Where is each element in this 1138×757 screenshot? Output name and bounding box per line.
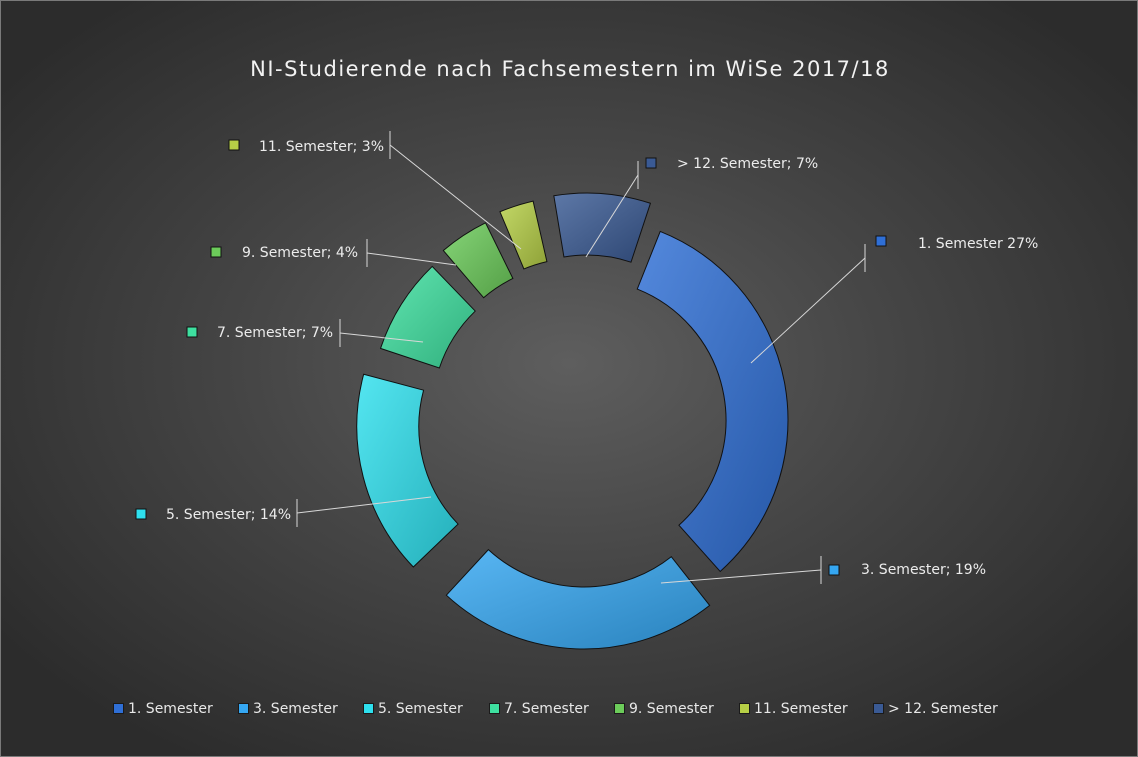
chart-legend: 1. Semester 3. Semester 5. Semester 7. Seme… (1, 701, 1137, 723)
data-label: > 12. Semester; 7% (677, 156, 818, 172)
label-swatch (228, 139, 240, 151)
legend-label: 7. Semester (504, 701, 589, 717)
legend-swatch (113, 703, 124, 714)
leader-line (389, 144, 522, 250)
leader-line (585, 174, 639, 258)
legend-item: 1. Semester (113, 701, 213, 717)
legend-swatch (489, 703, 500, 714)
leader-line (366, 252, 457, 266)
chart-title: NI-Studierende nach Fachsemestern im WiS… (250, 57, 890, 81)
donut-slice (379, 265, 476, 369)
legend-swatch (238, 703, 249, 714)
legend-swatch (614, 703, 625, 714)
legend-label: 9. Semester (629, 701, 714, 717)
legend-label: 1. Semester (128, 701, 213, 717)
donut-slice (553, 192, 652, 263)
data-label: 7. Semester; 7% (217, 325, 333, 341)
data-label: 5. Semester; 14% (166, 507, 291, 523)
data-label: 11. Semester; 3% (259, 139, 384, 155)
data-label: 9. Semester; 4% (242, 245, 358, 261)
data-label: 1. Semester 27% (918, 236, 1038, 252)
legend-label: 11. Semester (754, 701, 848, 717)
donut-slice (356, 373, 459, 568)
leader-line (339, 332, 424, 343)
legend-item: > 12. Semester (873, 701, 998, 717)
legend-item: 7. Semester (489, 701, 589, 717)
label-swatch (645, 157, 657, 169)
legend-swatch (873, 703, 884, 714)
leader-line (660, 569, 822, 584)
leader-line (750, 257, 866, 364)
legend-label: > 12. Semester (888, 701, 998, 717)
legend-item: 11. Semester (739, 701, 848, 717)
label-swatch (828, 564, 840, 576)
legend-item: 5. Semester (363, 701, 463, 717)
donut-slice (445, 548, 711, 650)
legend-swatch (739, 703, 750, 714)
legend-swatch (363, 703, 374, 714)
legend-label: 3. Semester (253, 701, 338, 717)
donut-slice (636, 230, 789, 573)
legend-item: 9. Semester (614, 701, 714, 717)
donut-slice (442, 222, 514, 299)
legend-label: 5. Semester (378, 701, 463, 717)
leader-line (296, 496, 432, 514)
donut-slice (499, 200, 548, 270)
legend-item: 3. Semester (238, 701, 338, 717)
label-swatch (135, 508, 147, 520)
label-swatch (875, 235, 887, 247)
label-swatch (186, 326, 198, 338)
label-swatch (210, 246, 222, 258)
data-label: 3. Semester; 19% (861, 562, 986, 578)
